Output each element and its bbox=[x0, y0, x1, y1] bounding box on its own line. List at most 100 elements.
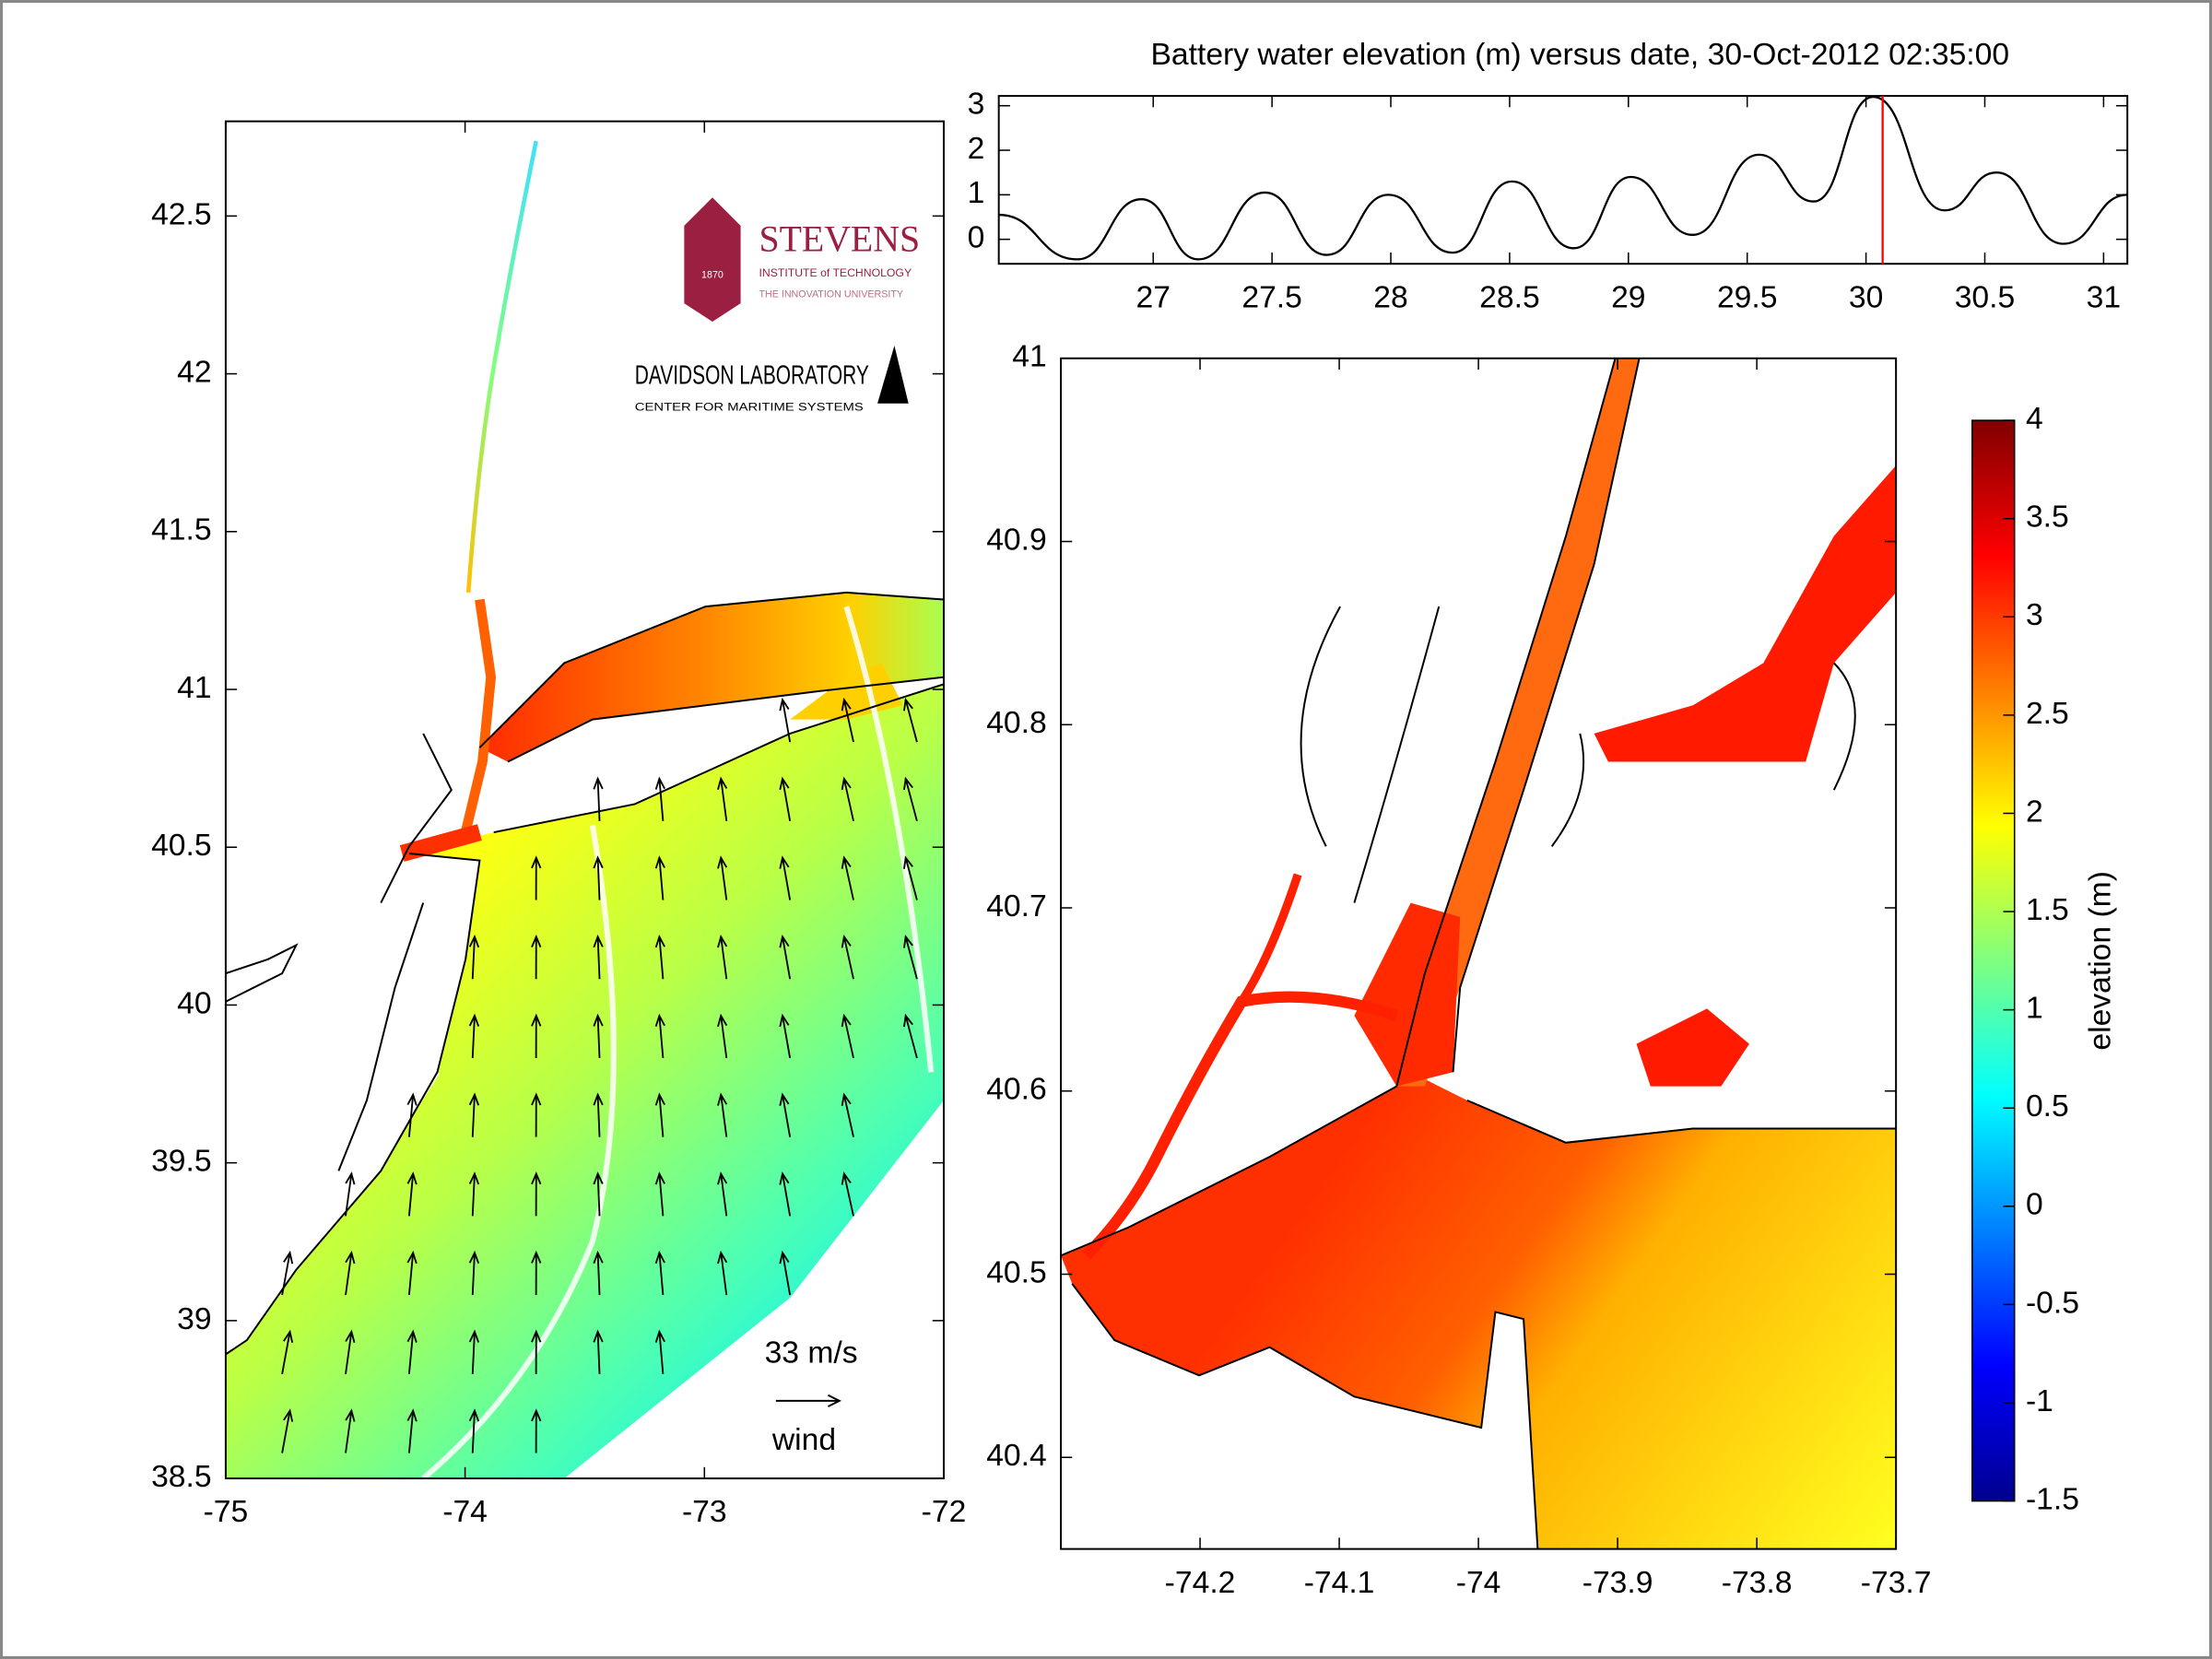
wind-arrow bbox=[596, 778, 601, 821]
wind-arrow bbox=[471, 1015, 476, 1059]
wind-arrow-head bbox=[841, 1171, 852, 1185]
logo-innovation: THE INNOVATION UNIVERSITY bbox=[759, 289, 903, 300]
logo-davidson: DAVIDSON LABORATORY bbox=[635, 360, 869, 390]
x-tick-label: -72 bbox=[922, 1495, 967, 1529]
wind-arrow-head bbox=[841, 1013, 852, 1028]
x-tick-label: -73.9 bbox=[1583, 1566, 1653, 1600]
wind-arrow-head bbox=[717, 934, 728, 948]
wind-arrow-head bbox=[593, 1329, 604, 1343]
y-tick-label: 41 bbox=[1012, 340, 1046, 374]
wind-arrow bbox=[782, 700, 792, 743]
wind-arrow-head bbox=[779, 935, 790, 948]
wind-arrow-head bbox=[654, 855, 665, 869]
wind-arrow-head bbox=[654, 1329, 665, 1343]
wind-arrow bbox=[407, 1253, 415, 1296]
wind-arrow-head bbox=[593, 1013, 604, 1027]
x-tick-label: 28 bbox=[1373, 280, 1407, 314]
plot-frame bbox=[224, 120, 945, 1480]
wind-arrow-head bbox=[779, 855, 790, 869]
wind-arrow-head bbox=[468, 1408, 480, 1422]
wind-arrow-head bbox=[406, 1250, 418, 1265]
wind-arrow bbox=[842, 1094, 854, 1137]
x-tick-label: -74 bbox=[1456, 1566, 1501, 1600]
y-tick-label: 38.5 bbox=[151, 1460, 212, 1494]
wind-arrow-head bbox=[531, 1408, 542, 1422]
x-tick-label: -73 bbox=[682, 1495, 727, 1529]
wind-arrow bbox=[658, 1094, 665, 1137]
y-tick-label: 41 bbox=[177, 671, 211, 705]
wind-arrow-head bbox=[717, 1013, 728, 1028]
y-tick-label: 40.4 bbox=[986, 1439, 1047, 1473]
wind-arrow-head bbox=[593, 1092, 604, 1106]
wind-arrow-head bbox=[406, 1092, 418, 1106]
wind-arrow-head bbox=[841, 697, 852, 712]
wind-arrow bbox=[904, 936, 918, 980]
wind-arrow bbox=[904, 857, 918, 900]
wind-arrow bbox=[471, 1173, 476, 1217]
x-tick-label: -75 bbox=[204, 1495, 249, 1529]
colorbar-tick-label: 3.5 bbox=[2026, 500, 2069, 535]
wind-arrow bbox=[658, 1015, 665, 1059]
y-tick-label: 42.5 bbox=[151, 197, 212, 231]
wind-arrow-head bbox=[841, 776, 852, 791]
wind-arrow-head bbox=[779, 776, 790, 791]
wind-arrow-head bbox=[531, 934, 542, 947]
wind-arrow-head bbox=[779, 1013, 790, 1028]
wind-arrow bbox=[596, 1016, 601, 1058]
wind-arrow-head bbox=[531, 1171, 542, 1185]
wind-arrow bbox=[782, 1253, 792, 1296]
wind-arrow-head bbox=[903, 776, 913, 791]
wind-arrow bbox=[720, 1015, 728, 1059]
wind-arrow bbox=[782, 1094, 792, 1137]
colorbar-tick-label: 1 bbox=[2026, 992, 2043, 1026]
wind-arrow-head bbox=[283, 1408, 294, 1422]
wind-arrow-head bbox=[283, 1329, 294, 1344]
logo-year: 1870 bbox=[701, 269, 724, 280]
logos: 1870 STEVENS INSTITUTE of TECHNOLOGY THE… bbox=[635, 197, 920, 414]
wind-arrow-head bbox=[283, 1250, 294, 1265]
wind-arrow bbox=[842, 778, 854, 822]
wind-arrow-head bbox=[654, 1092, 665, 1106]
wind-arrow bbox=[345, 1253, 353, 1296]
y-tick-label: 2 bbox=[968, 132, 985, 166]
wind-arrow bbox=[782, 1173, 792, 1217]
x-tick-label: 30.5 bbox=[1955, 280, 2016, 314]
wind-arrow-head bbox=[654, 776, 665, 790]
colorbar-tick-label: 4 bbox=[2026, 402, 2043, 436]
wind-arrow bbox=[782, 778, 792, 821]
wind-arrow bbox=[658, 857, 665, 900]
wind-label: wind bbox=[771, 1423, 836, 1457]
wind-arrow bbox=[596, 1253, 601, 1296]
wind-arrow-head bbox=[717, 776, 728, 790]
scale-arrow-head bbox=[828, 1394, 841, 1407]
y-tick-label: 1 bbox=[968, 176, 985, 210]
wind-arrow-head bbox=[593, 776, 604, 790]
wind-arrow-head bbox=[654, 1250, 665, 1265]
wind-arrow-head bbox=[345, 1408, 356, 1422]
wind-arrow-head bbox=[468, 934, 480, 948]
wind-arrow-head bbox=[345, 1329, 356, 1343]
colorbar-tick-label: 0 bbox=[2026, 1188, 2043, 1222]
wind-arrow bbox=[658, 1331, 665, 1374]
colorbar-tick-label: 1.5 bbox=[2026, 893, 2069, 927]
x-tick-label: -74 bbox=[442, 1495, 488, 1529]
y-tick-label: 40.6 bbox=[986, 1073, 1047, 1107]
colorbar-tick-label: 2.5 bbox=[2026, 697, 2069, 731]
wind-arrow bbox=[842, 1173, 854, 1217]
wind-arrow-head bbox=[779, 1092, 790, 1106]
wind-arrow-head bbox=[779, 1250, 790, 1265]
y-tick-label: 39 bbox=[177, 1302, 211, 1336]
wind-arrow bbox=[407, 1173, 415, 1217]
wind-arrow bbox=[345, 1173, 353, 1217]
wind-arrow-head bbox=[593, 1250, 604, 1264]
wind-arrow-head bbox=[406, 1171, 418, 1185]
logo-sail bbox=[877, 346, 909, 404]
wind-arrow-head bbox=[654, 1171, 665, 1185]
logo-maritime: CENTER FOR MARITIME SYSTEMS bbox=[635, 401, 864, 414]
wind-arrow-head bbox=[779, 697, 790, 712]
y-tick-label: 40 bbox=[177, 986, 211, 1020]
wind-arrow bbox=[904, 699, 918, 743]
wind-arrow-head bbox=[717, 1171, 728, 1185]
wind-arrow bbox=[596, 1331, 601, 1374]
